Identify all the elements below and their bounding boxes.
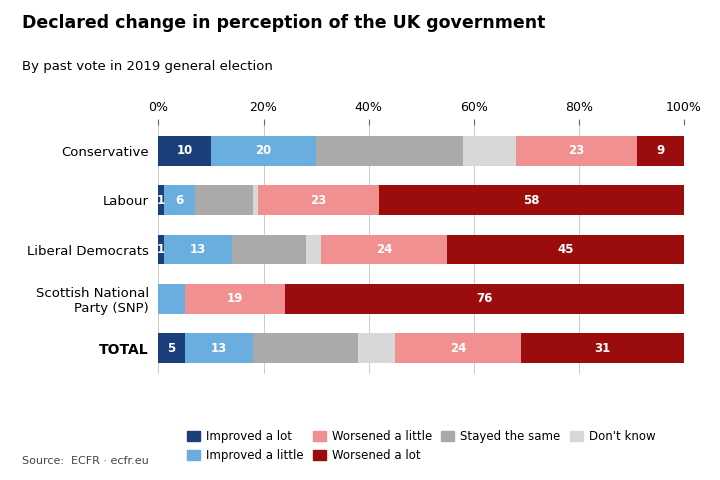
Text: 31: 31	[595, 342, 611, 355]
Text: 76: 76	[476, 292, 492, 305]
Bar	[184, 284, 284, 314]
Text: 5: 5	[168, 342, 176, 355]
Bar	[284, 284, 684, 314]
Text: 1: 1	[157, 243, 165, 256]
Bar	[163, 185, 195, 215]
Bar	[253, 334, 358, 363]
Text: 19: 19	[226, 292, 243, 305]
Bar	[158, 284, 184, 314]
Text: Source:  ECFR · ecfr.eu: Source: ECFR · ecfr.eu	[22, 456, 148, 466]
Bar	[158, 334, 184, 363]
Bar	[316, 136, 463, 166]
Bar	[636, 136, 684, 166]
Legend: Improved a lot, Improved a little, Worsened a little, Worsened a lot, Stayed the: Improved a lot, Improved a little, Worse…	[182, 425, 660, 467]
Text: 58: 58	[523, 194, 540, 207]
Text: 6: 6	[175, 194, 184, 207]
Bar	[158, 185, 163, 215]
Bar	[463, 136, 516, 166]
Text: 13: 13	[211, 342, 227, 355]
Text: 13: 13	[189, 243, 206, 256]
Text: 10: 10	[176, 144, 193, 157]
Bar	[358, 334, 395, 363]
Bar	[211, 136, 316, 166]
Text: 24: 24	[450, 342, 466, 355]
Text: 23: 23	[568, 144, 585, 157]
Text: By past vote in 2019 general election: By past vote in 2019 general election	[22, 60, 272, 73]
Bar	[158, 235, 163, 264]
Bar	[195, 185, 253, 215]
Bar	[521, 334, 684, 363]
Text: 1: 1	[157, 194, 165, 207]
Text: 23: 23	[310, 194, 327, 207]
Text: 20: 20	[256, 144, 271, 157]
Bar	[321, 235, 448, 264]
Bar	[379, 185, 684, 215]
Bar	[395, 334, 521, 363]
Text: 45: 45	[557, 243, 574, 256]
Bar	[448, 235, 684, 264]
Bar	[258, 185, 379, 215]
Bar	[516, 136, 636, 166]
Text: 9: 9	[656, 144, 665, 157]
Bar	[184, 334, 253, 363]
Text: 24: 24	[377, 243, 392, 256]
Text: Declared change in perception of the UK government: Declared change in perception of the UK …	[22, 14, 545, 33]
Bar	[163, 235, 232, 264]
Bar	[158, 136, 211, 166]
Bar	[253, 185, 258, 215]
Bar	[232, 235, 305, 264]
Bar	[305, 235, 321, 264]
